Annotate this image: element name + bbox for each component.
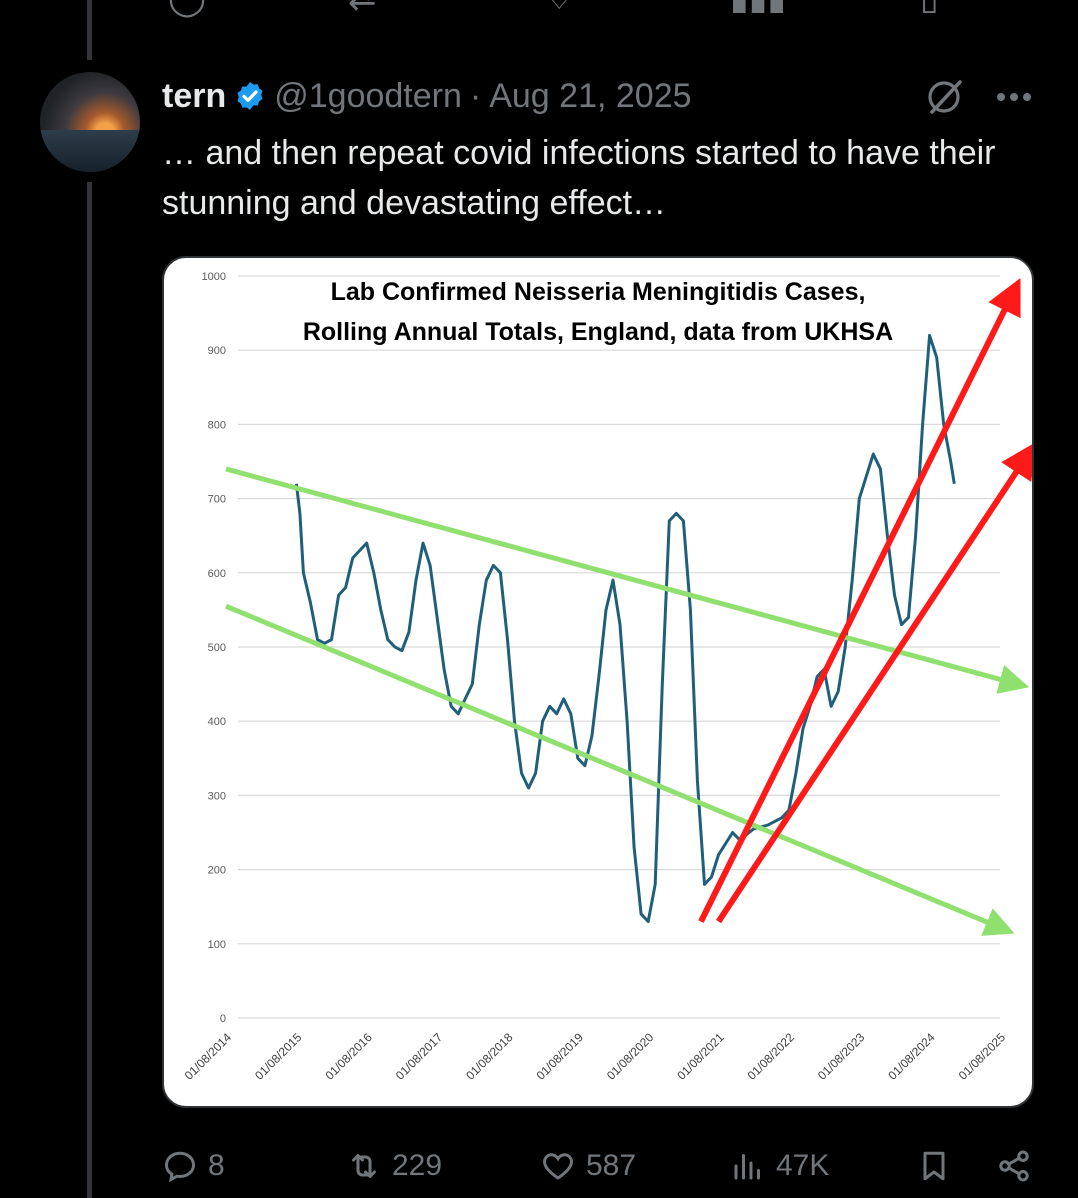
tweet-date[interactable]: Aug 21, 2025: [489, 76, 692, 115]
bookmark-icon[interactable]: ▯: [920, 0, 939, 18]
x-tick-label: 01/08/2021: [674, 1030, 727, 1083]
reply-icon[interactable]: ◯: [168, 0, 206, 18]
x-tick-label: 01/08/2015: [252, 1030, 305, 1083]
like-button[interactable]: 587: [540, 1146, 636, 1186]
chart-series: [294, 333, 956, 923]
previous-tweet-actions: ◯ ⇄ ♡ ▮▮▮ ▯: [160, 0, 1040, 18]
x-tick-label: 01/08/2020: [604, 1030, 657, 1083]
y-tick-label: 700: [208, 494, 226, 506]
x-tick-label: 01/08/2014: [182, 1030, 235, 1083]
red-trend-arrow-3: [716, 442, 1032, 924]
x-tick-label: 01/08/2017: [393, 1030, 446, 1083]
chart-grid: [238, 275, 1000, 1019]
x-tick-label: 01/08/2019: [534, 1030, 587, 1083]
chart-annotations: [225, 277, 1032, 936]
repost-icon: [352, 1154, 376, 1178]
views-count: 47K: [776, 1149, 830, 1182]
x-tick-label: 01/08/2016: [322, 1030, 375, 1083]
views-icon[interactable]: ▮▮▮: [730, 0, 786, 18]
thread-line-top: [87, 0, 92, 60]
like-count: 587: [586, 1149, 637, 1182]
y-tick-label: 0: [220, 1013, 226, 1025]
y-tick-label: 200: [208, 865, 226, 877]
share-button[interactable]: [996, 1146, 1042, 1186]
more-icon[interactable]: [996, 92, 1032, 102]
green-trend-arrow-1: [225, 603, 1015, 936]
x-tick-label: 01/08/2022: [745, 1030, 798, 1083]
x-tick-label: 01/08/2025: [956, 1030, 1009, 1083]
thread-line-bottom: [87, 182, 92, 1198]
y-tick-label: 500: [208, 642, 226, 654]
bookmark-icon: [923, 1151, 945, 1181]
grok-icon[interactable]: [924, 76, 966, 118]
y-tick-label: 100: [208, 939, 226, 951]
verified-badge-icon[interactable]: [234, 80, 266, 112]
chart-title-line-1: Lab Confirmed Neisseria Meningitidis Cas…: [331, 278, 866, 306]
meta-separator: ·: [469, 76, 482, 115]
repost-count: 229: [392, 1149, 443, 1182]
y-tick-label: 400: [208, 716, 226, 728]
share-icon: [999, 1150, 1029, 1182]
x-tick-label: 01/08/2018: [463, 1030, 516, 1083]
like-icon[interactable]: ♡: [544, 0, 574, 18]
x-tick-label: 01/08/2024: [885, 1030, 938, 1083]
views-button[interactable]: 47K: [730, 1146, 829, 1186]
repost-button[interactable]: 229: [346, 1146, 442, 1186]
x-tick-label: 01/08/2023: [815, 1030, 868, 1083]
reply-count: 8: [208, 1149, 225, 1182]
red-trend-arrow-2: [698, 277, 1021, 923]
repost-icon[interactable]: ⇄: [348, 0, 377, 18]
y-tick-label: 300: [208, 790, 226, 802]
views-icon: [734, 1154, 760, 1180]
y-tick-label: 800: [208, 419, 226, 431]
y-tick-label: 900: [208, 345, 226, 357]
bookmark-button[interactable]: [916, 1146, 962, 1186]
tweet-actions: 8 229 587 47K: [160, 1146, 1040, 1186]
reply-button[interactable]: 8: [162, 1146, 225, 1186]
avatar[interactable]: [40, 72, 140, 172]
chart-title-line-2: Rolling Annual Totals, England, data fro…: [303, 318, 893, 346]
heart-icon: [543, 1153, 573, 1180]
green-trend-arrow-0: [225, 466, 1030, 694]
reply-icon: [164, 1151, 196, 1183]
y-tick-label: 600: [208, 568, 226, 580]
y-axis-ticks: 0 100 200 300 400 500 600 700 800 900 1000: [202, 271, 226, 1025]
author-name[interactable]: tern: [162, 76, 227, 115]
tweet-text: … and then repeat covid infections start…: [162, 134, 996, 222]
y-tick-label: 1000: [202, 271, 226, 283]
x-axis-ticks: 01/08/2014 01/08/2015 01/08/2016 01/08/2017…: [182, 1030, 1009, 1083]
chart-image[interactable]: 0 100 200 300 400 500 600 700 800 900 1000 01/08/2…: [162, 256, 1034, 1108]
tweet-header: tern @1goodtern · Aug 21, 2025: [162, 74, 692, 118]
series-line-0: [294, 333, 956, 923]
author-handle[interactable]: @1goodtern: [274, 76, 462, 115]
line-chart: 0 100 200 300 400 500 600 700 800 900 1000 01/08/2…: [182, 271, 1032, 1083]
